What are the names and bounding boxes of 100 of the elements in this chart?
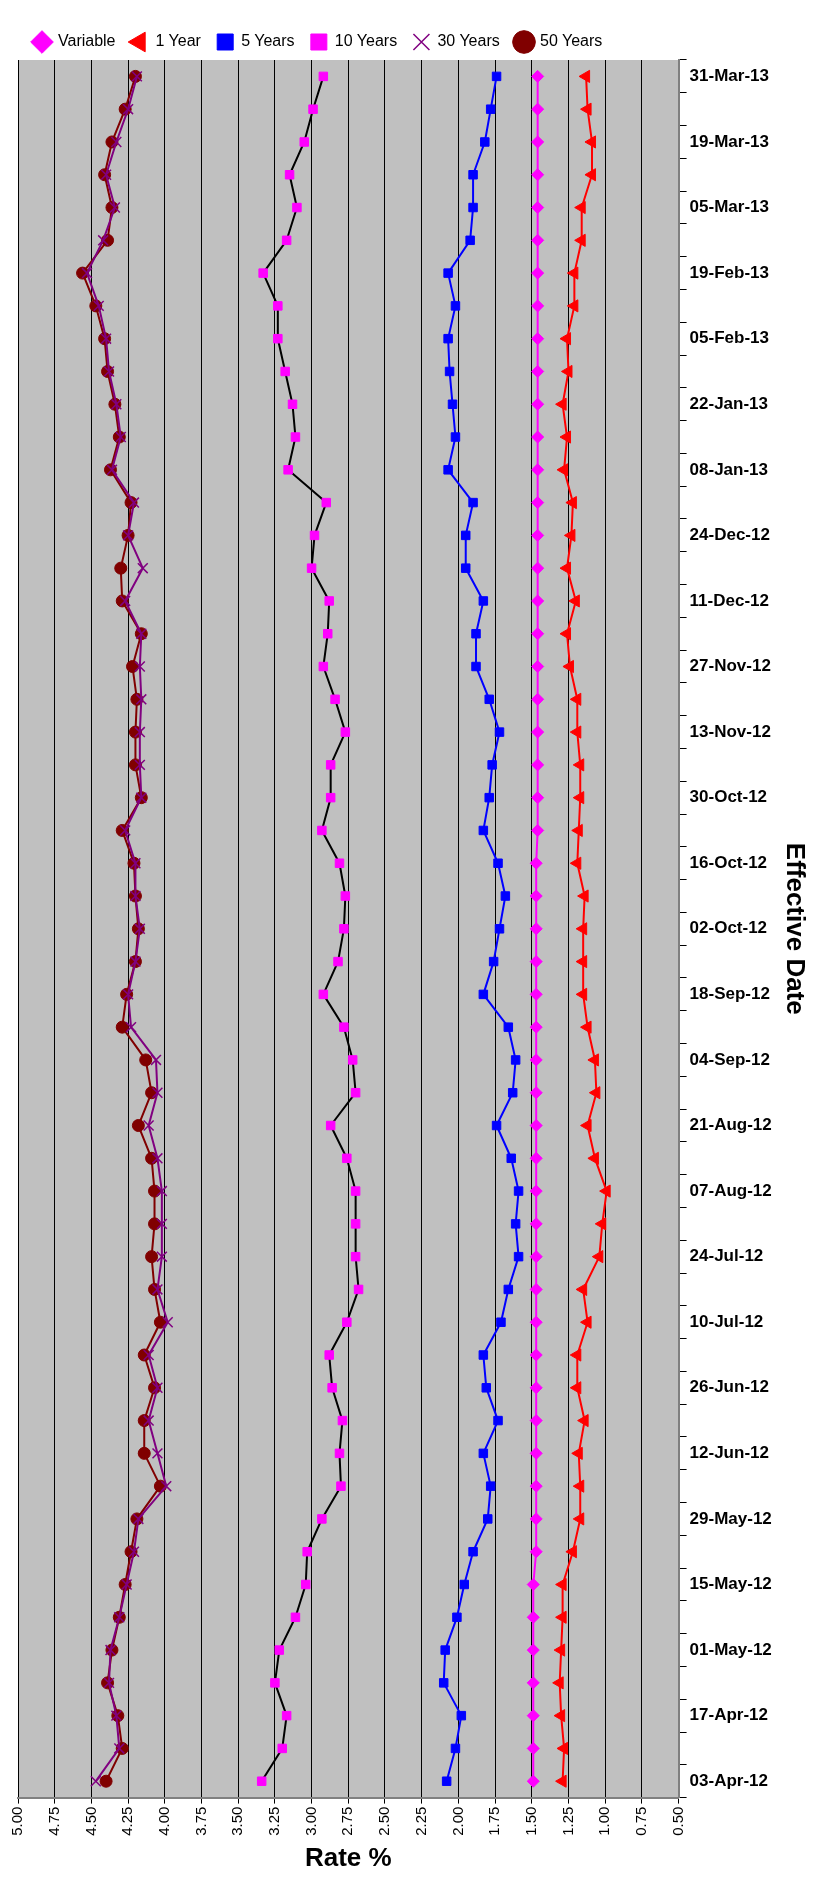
- point: [531, 266, 545, 280]
- point: [459, 1579, 470, 1590]
- point: [324, 596, 334, 606]
- point: [450, 432, 461, 442]
- point: [569, 725, 582, 739]
- point: [156, 1185, 168, 1197]
- point: [526, 1741, 540, 1755]
- point: [113, 1742, 125, 1755]
- point: [529, 1315, 543, 1329]
- point: [493, 858, 503, 868]
- point: [531, 332, 545, 346]
- point: [465, 235, 475, 246]
- point: [580, 1020, 592, 1034]
- point: [529, 1086, 543, 1100]
- point: [450, 301, 461, 311]
- point: [468, 497, 478, 508]
- point: [531, 430, 545, 444]
- point: [142, 1349, 155, 1361]
- x-tick-label: 2.50: [375, 1806, 393, 1836]
- point: [128, 496, 140, 509]
- point: [529, 987, 543, 1001]
- point: [529, 1414, 543, 1428]
- point: [327, 1383, 337, 1393]
- point: [572, 791, 585, 805]
- legend-label: 1 Year: [155, 32, 202, 50]
- point: [350, 1087, 361, 1098]
- point: [318, 71, 329, 82]
- y-tick-label: 24-Dec-12: [689, 525, 770, 545]
- point: [494, 924, 505, 934]
- y-tick-label: 05-Feb-13: [689, 328, 769, 348]
- point: [560, 364, 573, 379]
- point: [507, 1087, 518, 1098]
- point: [151, 1152, 164, 1164]
- point: [531, 299, 545, 313]
- point: [494, 727, 505, 737]
- point: [122, 103, 134, 115]
- point: [531, 594, 545, 608]
- point: [569, 856, 582, 870]
- point: [531, 823, 545, 837]
- point: [258, 268, 268, 278]
- y-tick-label: 04-Sep-12: [689, 1049, 770, 1069]
- point: [337, 1415, 348, 1426]
- point: [485, 104, 496, 114]
- point: [109, 201, 121, 214]
- point: [491, 71, 502, 82]
- point: [336, 1481, 346, 1491]
- point: [484, 694, 494, 705]
- point: [478, 1350, 489, 1360]
- point: [81, 267, 93, 279]
- point: [526, 1709, 540, 1723]
- point: [566, 299, 579, 313]
- point: [443, 268, 453, 278]
- point: [128, 1546, 140, 1558]
- x-tick-label: 3.75: [191, 1806, 209, 1836]
- point: [531, 496, 545, 510]
- point: [531, 201, 545, 215]
- point: [587, 1151, 599, 1165]
- y-tick-label: 03-Apr-12: [689, 1770, 769, 1790]
- point: [306, 563, 317, 573]
- point: [555, 397, 567, 411]
- point: [531, 168, 545, 182]
- point: [531, 692, 545, 706]
- point: [270, 1678, 280, 1688]
- point: [591, 1250, 604, 1264]
- point: [478, 1448, 489, 1459]
- point: [559, 332, 572, 346]
- point: [531, 528, 545, 542]
- point: [529, 1053, 543, 1067]
- y-tick-label: 05-Mar-13: [689, 197, 769, 217]
- y-tick-label: 26-Jun-12: [689, 1377, 769, 1397]
- point: [500, 891, 511, 901]
- point: [529, 1184, 543, 1198]
- point: [484, 792, 494, 803]
- point: [565, 1545, 577, 1559]
- point: [569, 692, 582, 706]
- point: [575, 1282, 588, 1296]
- point: [339, 1022, 349, 1032]
- point: [333, 956, 343, 967]
- point: [452, 1612, 462, 1623]
- y-tick-label: 01-May-12: [689, 1639, 772, 1659]
- point: [145, 1250, 159, 1264]
- point: [526, 1578, 540, 1591]
- point: [569, 1348, 582, 1362]
- y-tick-label: 29-May-12: [689, 1508, 772, 1528]
- x-tick-label: 3.00: [301, 1806, 319, 1836]
- point: [580, 1118, 592, 1133]
- point: [110, 136, 123, 148]
- y-tick-label: 16-Oct-12: [689, 852, 768, 872]
- point: [555, 1774, 567, 1788]
- point: [529, 955, 543, 969]
- point: [565, 496, 577, 510]
- point: [325, 760, 336, 770]
- point: [318, 661, 329, 672]
- y-axis-title: Effective Date: [781, 842, 812, 1015]
- point: [273, 301, 283, 311]
- point: [569, 1381, 582, 1395]
- point: [575, 987, 588, 1001]
- point: [324, 1350, 334, 1360]
- point: [350, 1251, 361, 1262]
- point: [323, 629, 333, 639]
